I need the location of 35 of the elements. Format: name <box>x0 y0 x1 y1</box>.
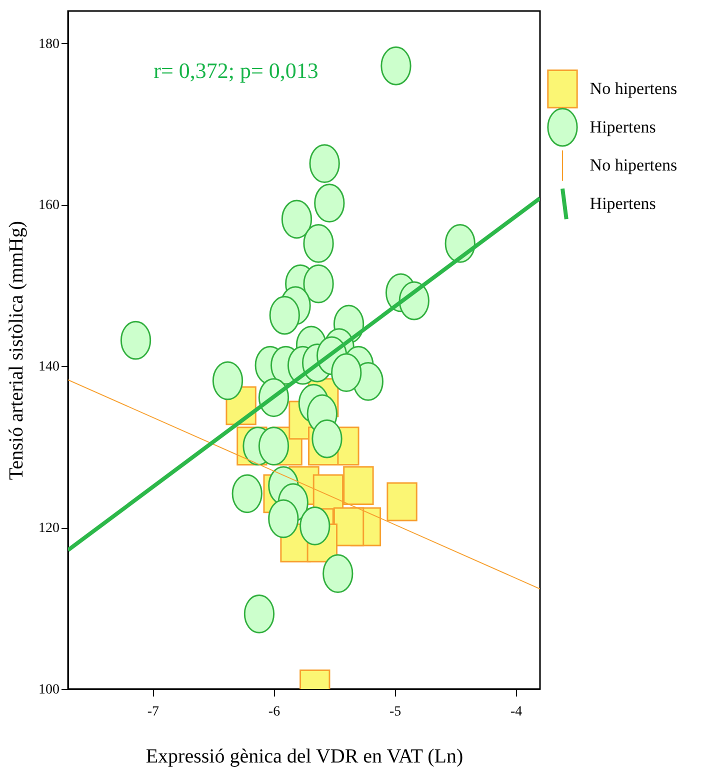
legend-label: Hipertens <box>590 117 656 136</box>
point <box>309 144 340 184</box>
point <box>244 594 275 634</box>
point <box>343 466 374 506</box>
y-axis-title: Tensió arterial sistòlica (mmHg) <box>6 220 28 480</box>
x-axis-title: Expressió gènica del VDR en VAT (Ln) <box>146 746 464 768</box>
point <box>269 296 300 335</box>
point <box>281 200 312 239</box>
point <box>380 46 412 86</box>
y-tick-label: 180 <box>38 36 60 52</box>
point <box>212 361 244 400</box>
legend-label: No hipertens <box>590 156 678 175</box>
point <box>120 320 152 360</box>
point <box>322 554 354 594</box>
point <box>331 353 362 392</box>
point <box>268 499 299 538</box>
point <box>232 474 262 514</box>
y-tick-label: 100 <box>38 682 60 698</box>
x-tick-label: -4 <box>510 704 522 720</box>
legend-label: No hipertens <box>590 78 678 98</box>
y-tick-label: 120 <box>38 521 60 536</box>
x-tick-label: -5 <box>389 704 402 720</box>
y-tick-label: 160 <box>38 198 60 214</box>
legend-label: Hipertens <box>590 194 656 213</box>
point <box>314 184 345 223</box>
point <box>303 224 334 263</box>
point <box>258 426 290 466</box>
point <box>333 507 364 546</box>
point <box>386 482 418 522</box>
point <box>303 264 334 304</box>
x-tick-label: -6 <box>268 704 280 720</box>
x-tick-label: -7 <box>147 704 160 720</box>
y-tick-label: 140 <box>38 360 60 375</box>
point <box>312 419 342 458</box>
annotation: r= 0,372; p= 0,013 <box>154 58 318 83</box>
